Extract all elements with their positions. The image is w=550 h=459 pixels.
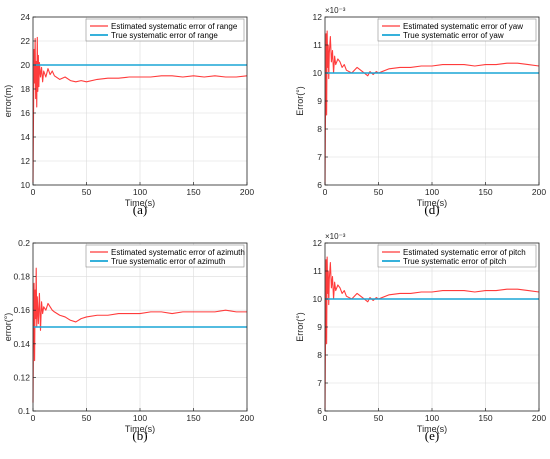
y-tick-label: 8 bbox=[317, 350, 322, 360]
y-tick-label: 0.18 bbox=[13, 272, 30, 282]
x-tick-label: 100 bbox=[133, 413, 147, 423]
y-tick-label: 11 bbox=[313, 40, 322, 50]
y-tick-label: 20 bbox=[21, 60, 31, 70]
y-tick-label: 18 bbox=[21, 84, 31, 94]
legend-entry: True systematic error of range bbox=[111, 31, 218, 40]
y-exponent-label: ×10⁻³ bbox=[325, 6, 346, 15]
y-tick-label: 6 bbox=[317, 180, 322, 190]
legend-box bbox=[377, 244, 537, 268]
y-tick-label: 24 bbox=[21, 12, 31, 22]
x-axis-label: Time(s) bbox=[417, 424, 447, 434]
y-tick-label: 9 bbox=[317, 96, 322, 106]
chart-panel: 0 50 100 150 200 6 7 8 9 10 11 12×10⁻³ Time(s) Error(… bbox=[295, 232, 546, 443]
x-tick-label: 200 bbox=[532, 187, 546, 197]
y-tick-label: 10 bbox=[313, 68, 323, 78]
x-axis-label: Time(s) bbox=[417, 198, 447, 208]
y-tick-label: 0.12 bbox=[13, 372, 30, 382]
x-tick-label: 100 bbox=[133, 187, 147, 197]
y-tick-label: 12 bbox=[313, 238, 323, 248]
legend-entry: Estimated systematic error of yaw bbox=[403, 22, 523, 31]
y-tick-label: 9 bbox=[317, 322, 322, 332]
x-tick-label: 200 bbox=[532, 413, 546, 423]
y-tick-label: 7 bbox=[317, 152, 322, 162]
estimated-series-line bbox=[324, 256, 540, 412]
panel-label: (d) bbox=[424, 202, 439, 217]
x-axis-label: Time(s) bbox=[125, 198, 155, 208]
y-tick-label: 0.16 bbox=[13, 305, 30, 315]
y-axis-label: Error(°) bbox=[295, 312, 305, 342]
x-tick-label: 200 bbox=[240, 413, 254, 423]
legend: Estimated systematic error of rangeTrue … bbox=[85, 18, 245, 42]
legend: Estimated systematic error of pitchTrue … bbox=[377, 244, 537, 268]
panel-label: (a) bbox=[133, 202, 147, 217]
panel-label: (e) bbox=[425, 428, 439, 443]
legend: Estimated systematic error of azimuthTru… bbox=[85, 244, 245, 268]
y-tick-label: 7 bbox=[317, 378, 322, 388]
chart-panel: 0 50 100 150 200 0.1 0.12 0.14 0.16 0.18 0.2 Time(s… bbox=[3, 238, 254, 443]
y-tick-label: 0.1 bbox=[18, 406, 30, 416]
legend-entry: True systematic error of azimuth bbox=[111, 257, 225, 266]
x-tick-label: 150 bbox=[186, 413, 200, 423]
x-tick-label: 50 bbox=[82, 187, 92, 197]
y-exponent-label: ×10⁻³ bbox=[325, 232, 346, 241]
x-tick-label: 100 bbox=[425, 187, 439, 197]
y-tick-label: 8 bbox=[317, 124, 322, 134]
panel-label: (b) bbox=[132, 428, 147, 443]
y-tick-label: 14 bbox=[21, 132, 31, 142]
x-tick-label: 150 bbox=[186, 187, 200, 197]
x-tick-label: 150 bbox=[478, 187, 492, 197]
y-tick-label: 10 bbox=[21, 180, 31, 190]
x-tick-label: 0 bbox=[31, 187, 36, 197]
estimated-series-line bbox=[32, 267, 247, 403]
x-tick-label: 50 bbox=[374, 187, 384, 197]
x-tick-label: 0 bbox=[31, 413, 36, 423]
y-tick-label: 0.14 bbox=[13, 339, 30, 349]
y-axis-label: error(°) bbox=[3, 313, 13, 342]
chart-panel: 0 50 100 150 200 6 7 8 9 10 11 12×10⁻³ Time(s) Error(… bbox=[295, 6, 546, 217]
y-tick-label: 22 bbox=[21, 36, 31, 46]
legend-box bbox=[85, 18, 245, 42]
y-axis-label: Error(°) bbox=[295, 86, 305, 116]
x-tick-label: 50 bbox=[82, 413, 92, 423]
chart-panel: 0 50 100 150 200 10 12 14 16 18 20 22 24 Time(s) error… bbox=[3, 12, 254, 217]
y-tick-label: 10 bbox=[313, 294, 323, 304]
legend-box bbox=[85, 244, 245, 268]
x-tick-label: 150 bbox=[478, 413, 492, 423]
legend-entry: Estimated systematic error of azimuth bbox=[111, 248, 245, 257]
estimated-series-line bbox=[32, 36, 248, 183]
y-tick-label: 0.2 bbox=[18, 238, 30, 248]
legend-entry: True systematic error of pitch bbox=[403, 257, 506, 266]
y-axis-label: error(m) bbox=[3, 85, 13, 118]
y-tick-label: 11 bbox=[313, 266, 322, 276]
legend-entry: True systematic error of yaw bbox=[403, 31, 504, 40]
x-axis-label: Time(s) bbox=[125, 424, 155, 434]
y-tick-label: 16 bbox=[21, 108, 31, 118]
x-tick-label: 0 bbox=[323, 187, 328, 197]
legend-box bbox=[377, 18, 537, 42]
x-tick-label: 200 bbox=[240, 187, 254, 197]
y-tick-label: 12 bbox=[21, 156, 31, 166]
estimated-series-line bbox=[324, 30, 540, 186]
legend-entry: Estimated systematic error of range bbox=[111, 22, 238, 31]
x-tick-label: 50 bbox=[374, 413, 384, 423]
legend-entry: Estimated systematic error of pitch bbox=[403, 248, 526, 257]
x-tick-label: 100 bbox=[425, 413, 439, 423]
x-tick-label: 0 bbox=[323, 413, 328, 423]
y-tick-label: 6 bbox=[317, 406, 322, 416]
y-tick-label: 12 bbox=[313, 12, 323, 22]
